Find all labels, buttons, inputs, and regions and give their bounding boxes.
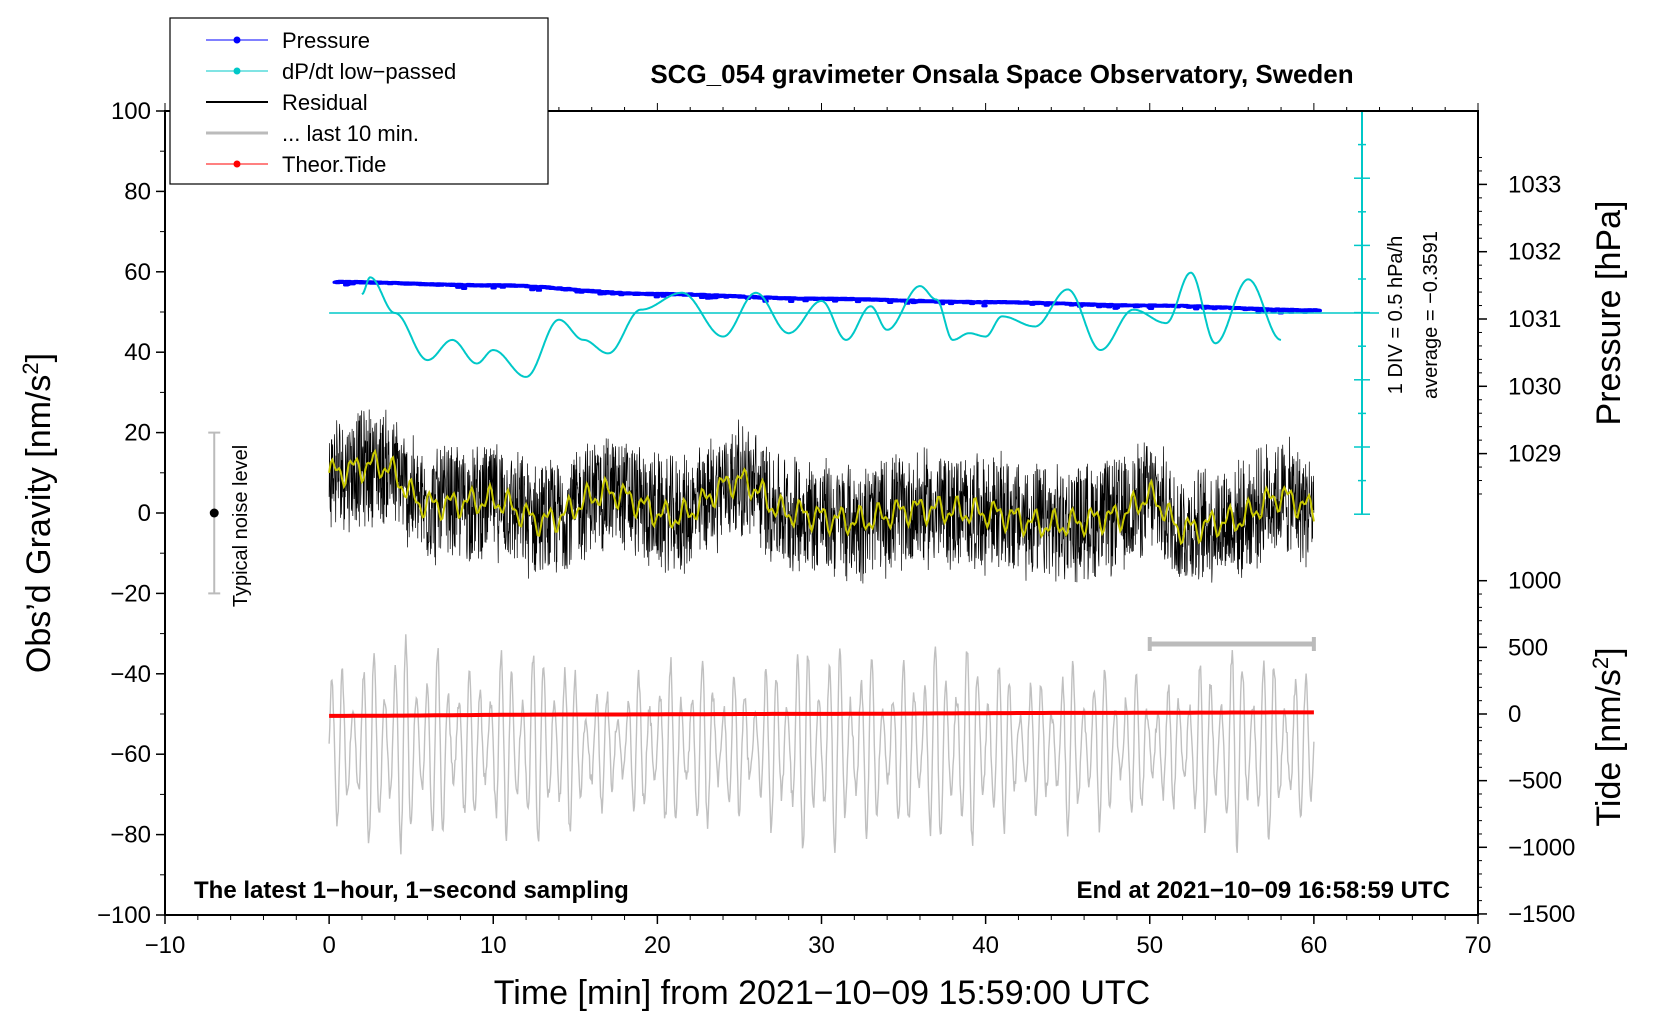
pressure-tick-label: 1030 [1508, 373, 1561, 400]
y-tick-label: 60 [124, 259, 151, 286]
noise-dot [209, 508, 219, 518]
tide-tick-label: 500 [1508, 634, 1548, 661]
plot-data-area [328, 111, 1379, 855]
average-label: average = −0.3591 [1420, 231, 1442, 399]
bottom-left-note: The latest 1−hour, 1−second sampling [194, 877, 629, 904]
tide-tick-label: −500 [1508, 768, 1562, 795]
y-tick-label: −100 [97, 902, 151, 929]
axes: −10 0 10 20 30 40 50 60 70100806040200−20−40−60−… [97, 98, 1575, 959]
legend-entry-residual: Residual [206, 90, 368, 115]
x-tick-label: −10 [145, 932, 186, 959]
pressure-tick-label: 1033 [1508, 171, 1561, 198]
x-tick-label: 70 [1465, 932, 1492, 959]
pressure-tick-label: 1031 [1508, 306, 1561, 333]
y-axis-label-tide: Tide [nm/s2] [1588, 647, 1628, 826]
div-label: 1 DIV = 0.5 hPa/h [1385, 236, 1407, 394]
y-tick-label: 20 [124, 420, 151, 447]
residual-black-line [328, 409, 1315, 584]
x-tick-label: 20 [644, 932, 671, 959]
x-tick-label: 30 [808, 932, 835, 959]
y-tick-label: 100 [111, 98, 151, 125]
legend-label-last10: ... last 10 min. [282, 121, 419, 146]
legend-label-pressure: Pressure [282, 28, 370, 53]
legend-label-tide: Theor.Tide [282, 152, 386, 177]
legend-entry-dpdt: dP/dt low−passed [206, 59, 456, 84]
x-tick-label: 50 [1136, 932, 1163, 959]
legend-label-dpdt: dP/dt low−passed [282, 59, 456, 84]
y-tick-label: 0 [138, 500, 151, 527]
tide-red-line [329, 710, 1314, 718]
noise-level-label: Typical noise level [230, 445, 252, 607]
pressure-blue-dots [332, 279, 1322, 315]
x-tick-label: 60 [1301, 932, 1328, 959]
legend-entry-tide: Theor.Tide [206, 152, 386, 177]
pressure-tick-label: 1032 [1508, 239, 1561, 266]
residual-smooth-yellow-line [328, 448, 1315, 546]
legend-entry-last10: ... last 10 min. [206, 121, 419, 146]
y-tick-label: −40 [110, 661, 151, 688]
tide-tick-label: −1000 [1508, 834, 1575, 861]
x-axis-label: Time [min] from 2021−10−09 15:59:00 UTC [494, 974, 1150, 1012]
y-tick-label: −20 [110, 580, 151, 607]
y-tick-label: −60 [110, 741, 151, 768]
legend: Pressure dP/dt low−passed Residual ... l… [169, 17, 549, 185]
chart-title: SCG_054 gravimeter Onsala Space Observat… [650, 59, 1353, 89]
x-tick-label: 10 [480, 932, 507, 959]
y-tick-label: 40 [124, 339, 151, 366]
bottom-right-note: End at 2021−10−09 16:58:59 UTC [1076, 877, 1450, 904]
legend-entry-pressure: Pressure [206, 28, 370, 53]
last10-gray-line [328, 634, 1315, 855]
legend-label-residual: Residual [282, 90, 368, 115]
tide-tick-label: −1500 [1508, 901, 1575, 928]
y-tick-label: 80 [124, 178, 151, 205]
x-tick-label: 40 [972, 932, 999, 959]
y-axis-label-gravity: Obs’d Gravity [nm/s2] [18, 353, 58, 673]
tide-tick-label: 1000 [1508, 568, 1561, 595]
x-tick-label: 0 [322, 932, 335, 959]
dpdt-cyan-line [361, 271, 1282, 378]
pressure-tick-label: 1029 [1508, 441, 1561, 468]
y-axis-label-pressure: Pressure [hPa] [1590, 201, 1628, 426]
y-tick-label: −80 [110, 822, 151, 849]
tide-tick-label: 0 [1508, 701, 1521, 728]
